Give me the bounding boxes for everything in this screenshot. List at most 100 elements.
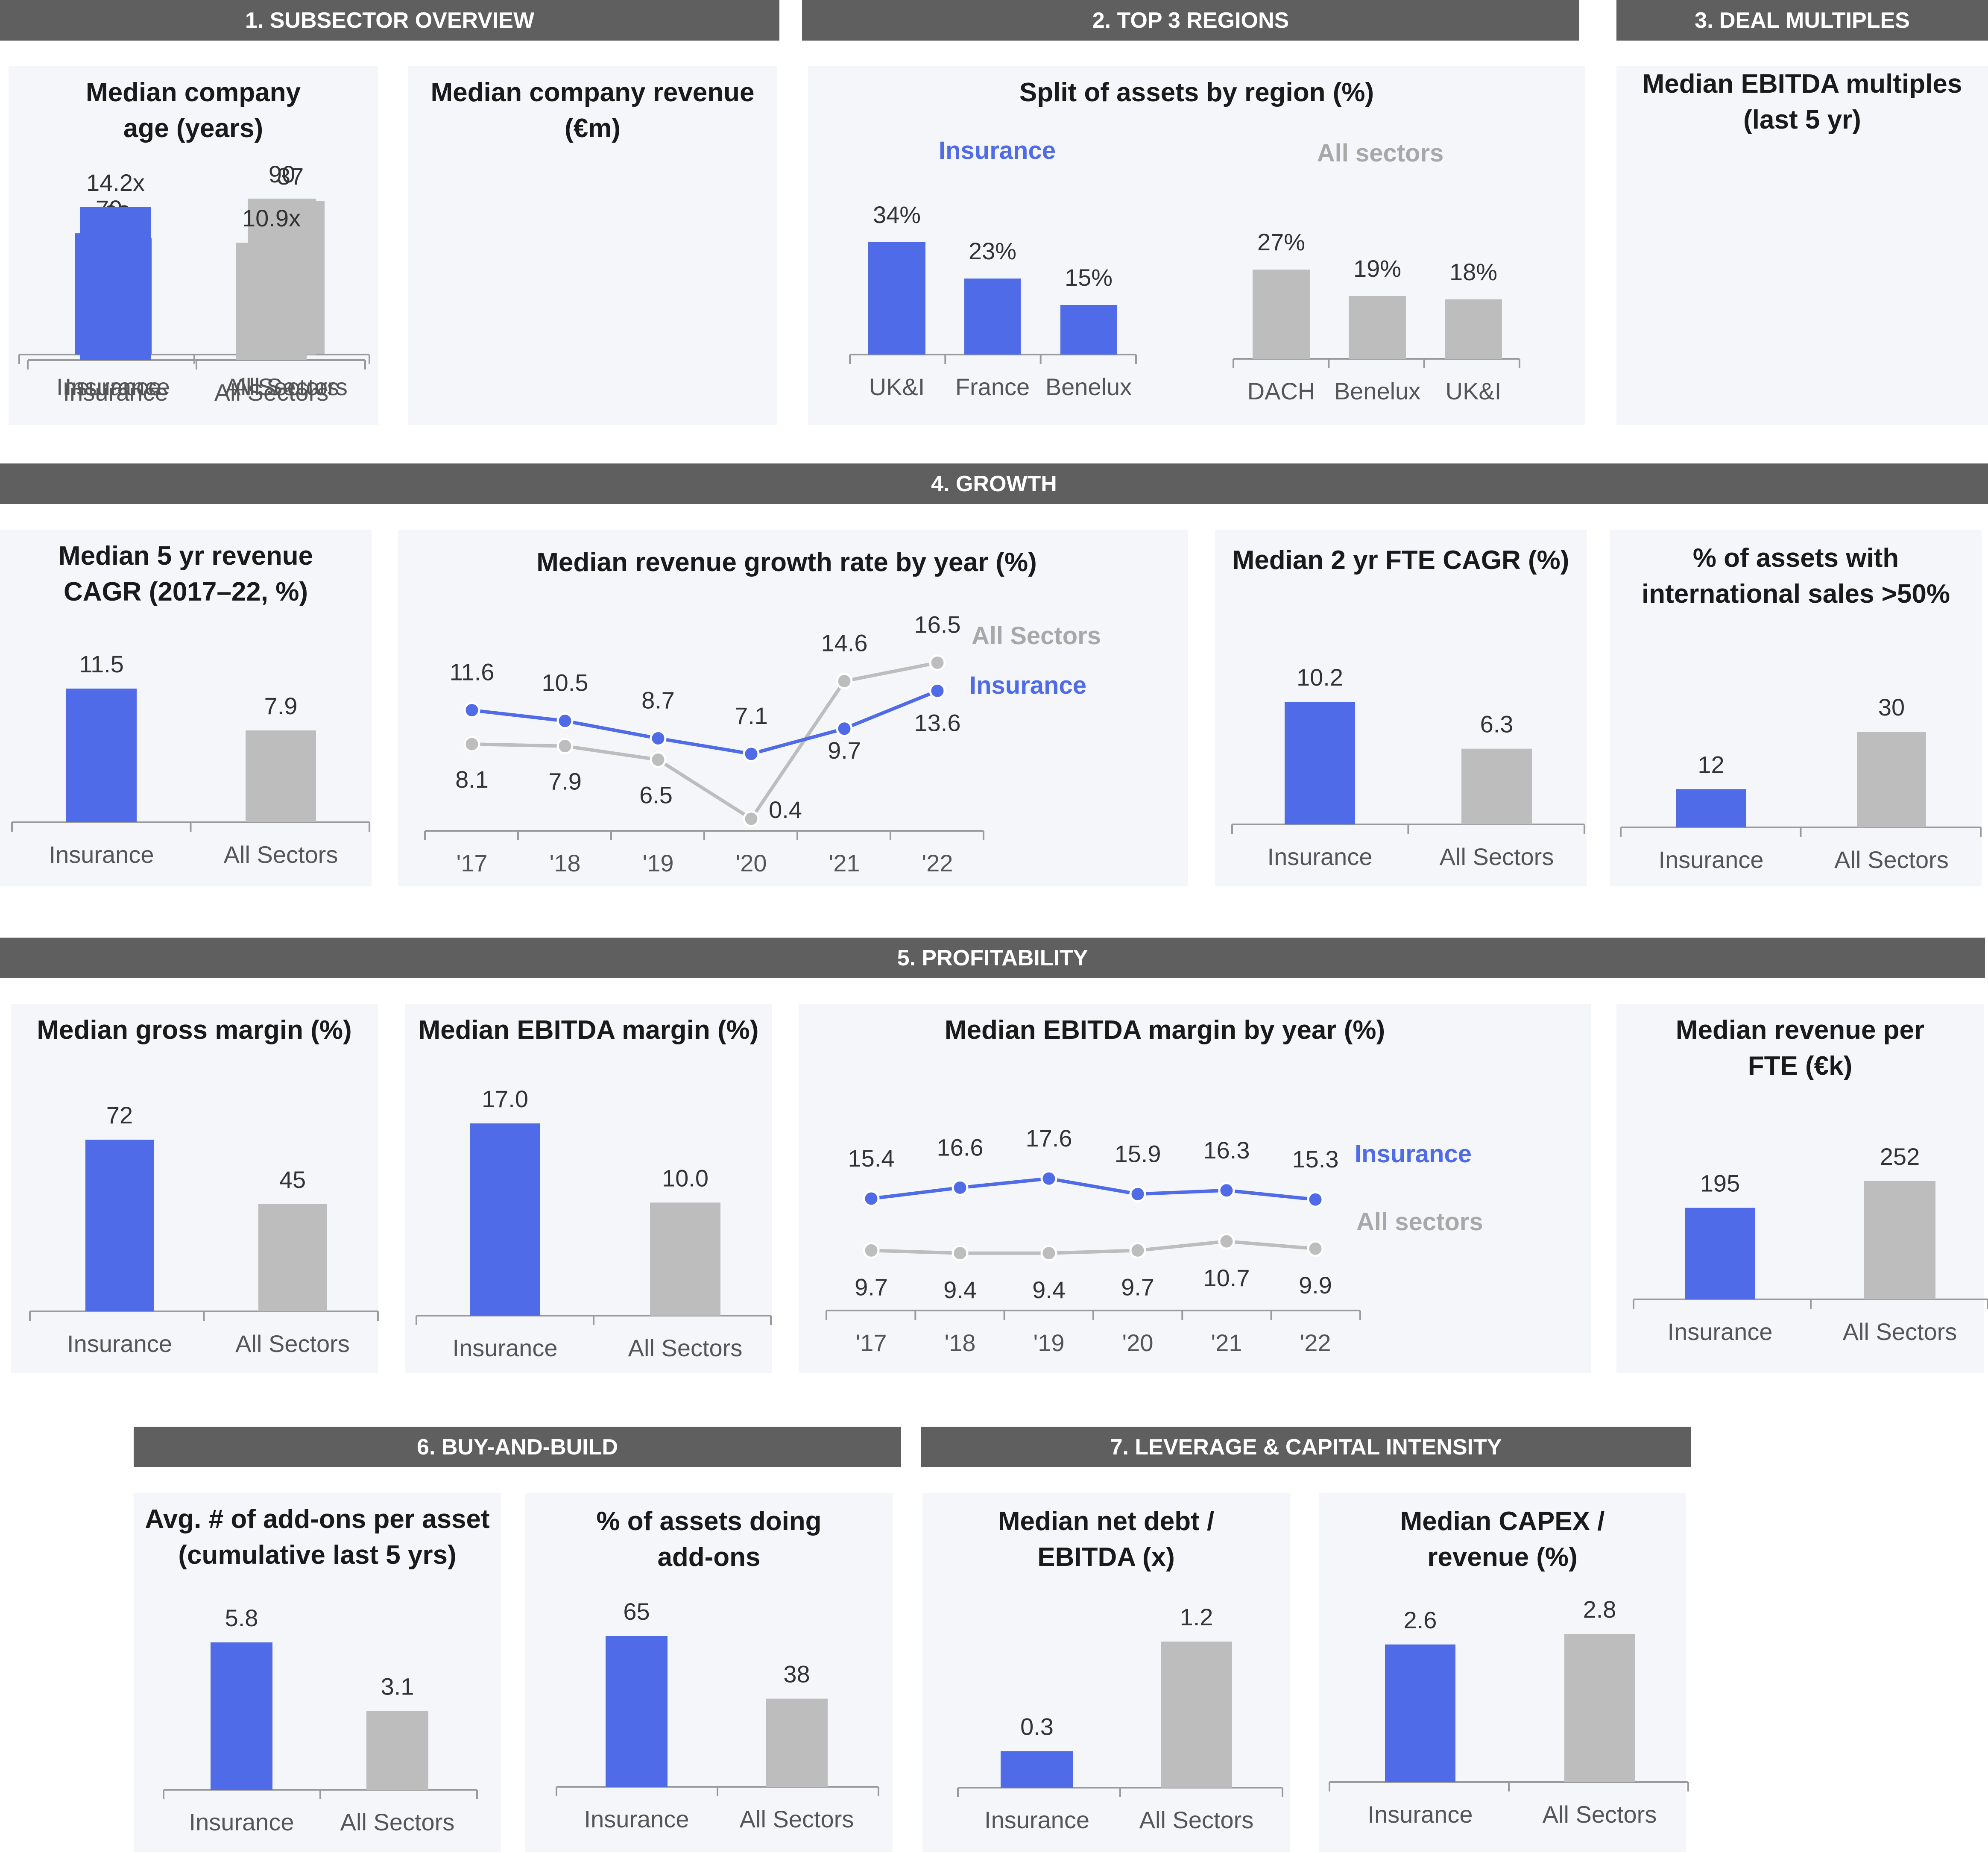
category-label: All Sectors bbox=[1834, 846, 1949, 873]
category-label: Insurance bbox=[67, 1330, 172, 1357]
point-all-sectors bbox=[1218, 1233, 1235, 1250]
bar-all-sectors bbox=[1253, 270, 1310, 359]
data-label: 38 bbox=[783, 1661, 810, 1688]
chart-title: Median 5 yr revenue CAGR (2017–22, %) bbox=[58, 541, 313, 607]
category-label: All Sectors bbox=[1543, 1801, 1657, 1828]
data-label: 7.9 bbox=[264, 692, 298, 719]
data-label: 9.4 bbox=[943, 1276, 977, 1303]
bar-insurance bbox=[1285, 702, 1355, 824]
point-insurance bbox=[463, 702, 480, 719]
legend-insurance: Insurance bbox=[1355, 1140, 1472, 1168]
data-label: 10.7 bbox=[1203, 1264, 1250, 1291]
chart-title: Median EBITDA multiples (last 5 yr) bbox=[1642, 69, 1962, 135]
data-label: 14.2x bbox=[86, 169, 145, 196]
category-label: Insurance bbox=[984, 1806, 1089, 1833]
chart-revenue-per-fte: 195 Insurance 252 All Sectors bbox=[1633, 1143, 1988, 1345]
data-label: 9.7 bbox=[828, 737, 861, 764]
bar-insurance bbox=[868, 242, 925, 355]
point-insurance bbox=[929, 682, 946, 699]
panel-international-sales: % of assets with international sales >50… bbox=[1610, 530, 1982, 886]
line-all-sectors bbox=[871, 1240, 1316, 1255]
chart-ebitda-margin-by-year: '17 '18 '19 '20 '21 '22 9.7 9.4 9.4 9.7 10.7 9.9 All… bbox=[826, 1125, 1483, 1356]
chart-revenue-cagr: 11.5 Insurance 7.9 All Sectors bbox=[11, 651, 370, 868]
panel-fte-cagr: Median 2 yr FTE CAGR (%) 10.2 Insurance 6.… bbox=[1215, 530, 1587, 886]
category-label: All Sectors bbox=[1440, 843, 1554, 870]
point-all-sectors bbox=[863, 1242, 880, 1259]
panel-gross-margin: Median gross margin (%) 72 Insurance 45 All… bbox=[11, 1004, 379, 1373]
chart-regions: Insurance 34% UK&I 23% France 15% Benelux All s… bbox=[849, 137, 1520, 405]
bar-insurance bbox=[1060, 305, 1117, 355]
point-insurance bbox=[952, 1179, 969, 1196]
data-label: 15% bbox=[1065, 264, 1113, 291]
point-insurance bbox=[1307, 1191, 1324, 1208]
panel-regions: Split of assets by region (%) Insurance 3… bbox=[808, 66, 1585, 425]
bar-all-sectors bbox=[1161, 1642, 1232, 1788]
data-label: 90 bbox=[269, 161, 295, 188]
data-label: 195 bbox=[1700, 1170, 1740, 1197]
data-label: 30 bbox=[1878, 694, 1905, 721]
data-label: 9.7 bbox=[1121, 1273, 1154, 1300]
bar-insurance bbox=[1001, 1751, 1073, 1788]
data-label: 9.7 bbox=[855, 1273, 888, 1300]
chart-ebitda-margin: 17.0 Insurance 10.0 All Sectors bbox=[416, 1085, 772, 1361]
category-label: All Sectors bbox=[225, 373, 339, 400]
bar-all-sectors bbox=[236, 243, 307, 360]
category-label: All Sectors bbox=[214, 379, 329, 406]
data-label: 37 bbox=[277, 163, 304, 190]
category-label: Insurance bbox=[65, 373, 170, 400]
chart-net-debt-ebitda: 0.3 Insurance 1.2 All Sectors bbox=[957, 1604, 1283, 1833]
data-label: 18% bbox=[1449, 258, 1497, 285]
chart-title: % of assets doing add-ons bbox=[596, 1507, 822, 1572]
legend-insurance: Insurance bbox=[939, 137, 1056, 164]
point-insurance bbox=[1040, 1170, 1057, 1187]
chart-title: Median EBITDA margin (%) bbox=[418, 1015, 759, 1045]
data-label: 14.6 bbox=[821, 630, 868, 657]
point-insurance bbox=[863, 1190, 880, 1207]
x-tick-label: '18 bbox=[945, 1329, 976, 1356]
category-label: Insurance bbox=[49, 841, 154, 868]
chart-title: Median gross margin (%) bbox=[37, 1015, 352, 1045]
data-label: 11.6 bbox=[450, 659, 495, 686]
category-label: Insurance bbox=[1659, 846, 1764, 873]
x-tick-label: '20 bbox=[1122, 1329, 1154, 1356]
category-label: Insurance bbox=[1268, 843, 1373, 870]
x-tick-label: '19 bbox=[1034, 1329, 1065, 1356]
point-all-sectors bbox=[556, 738, 574, 755]
x-tick-label: '17 bbox=[457, 850, 488, 877]
category-label: Insurance bbox=[63, 379, 168, 406]
x-tick-label: '22 bbox=[922, 850, 953, 877]
chart-company-age: 28Insurance37All Sectors bbox=[18, 163, 370, 400]
line-all-sectors bbox=[471, 661, 938, 821]
panel-addons-per-asset: Avg. # of add-ons per asset (cumulative … bbox=[134, 1493, 501, 1852]
bar-insurance bbox=[606, 1636, 668, 1787]
panel-company-age: Median company age (years) 28Insurance37… bbox=[9, 66, 378, 425]
category-label: Insurance bbox=[189, 1809, 294, 1835]
panel-ebitda-margin: Median EBITDA margin (%) 17.0 Insurance 10… bbox=[405, 1004, 772, 1373]
chart-title: Median company age (years) bbox=[86, 78, 301, 143]
panel-ebitda-multiples: Median EBITDA multiples (last 5 yr) 14.2… bbox=[27, 66, 1988, 425]
data-label: 13.6 bbox=[914, 709, 961, 736]
section-header-growth: 4. GROWTH bbox=[0, 463, 1988, 504]
chart-international-sales: 12 Insurance 30 All Sectors bbox=[1620, 694, 1982, 873]
category-label: All Sectors bbox=[233, 373, 348, 400]
chart-title: Median CAPEX / revenue (%) bbox=[1400, 1507, 1605, 1572]
data-label: 65 bbox=[623, 1598, 650, 1625]
category-label: All Sectors bbox=[1139, 1806, 1254, 1833]
point-insurance bbox=[556, 712, 574, 730]
section-header-subsector-overview: 1. SUBSECTOR OVERVIEW bbox=[0, 0, 779, 41]
category-label: UK&I bbox=[869, 373, 925, 400]
panel-ebitda-margin-by-year: Median EBITDA margin by year (%) '17'18 '… bbox=[799, 1004, 1591, 1373]
data-label: 27% bbox=[1257, 229, 1305, 255]
chart-capex-revenue: 2.6 Insurance 2.8 All Sectors bbox=[1329, 1596, 1689, 1828]
data-label: 45 bbox=[279, 1166, 306, 1193]
bar-all-sectors bbox=[1445, 299, 1502, 359]
bar-all-sectors bbox=[650, 1202, 720, 1316]
point-all-sectors bbox=[952, 1245, 969, 1262]
bar-all-sectors bbox=[258, 1204, 327, 1311]
category-label: All Sectors bbox=[628, 1334, 743, 1361]
point-insurance bbox=[650, 730, 667, 747]
data-label: 252 bbox=[1880, 1143, 1920, 1170]
data-label: 11.5 bbox=[79, 651, 124, 677]
chart-title: Median 2 yr FTE CAGR (%) bbox=[1232, 545, 1569, 575]
category-label: Insurance bbox=[584, 1806, 689, 1832]
